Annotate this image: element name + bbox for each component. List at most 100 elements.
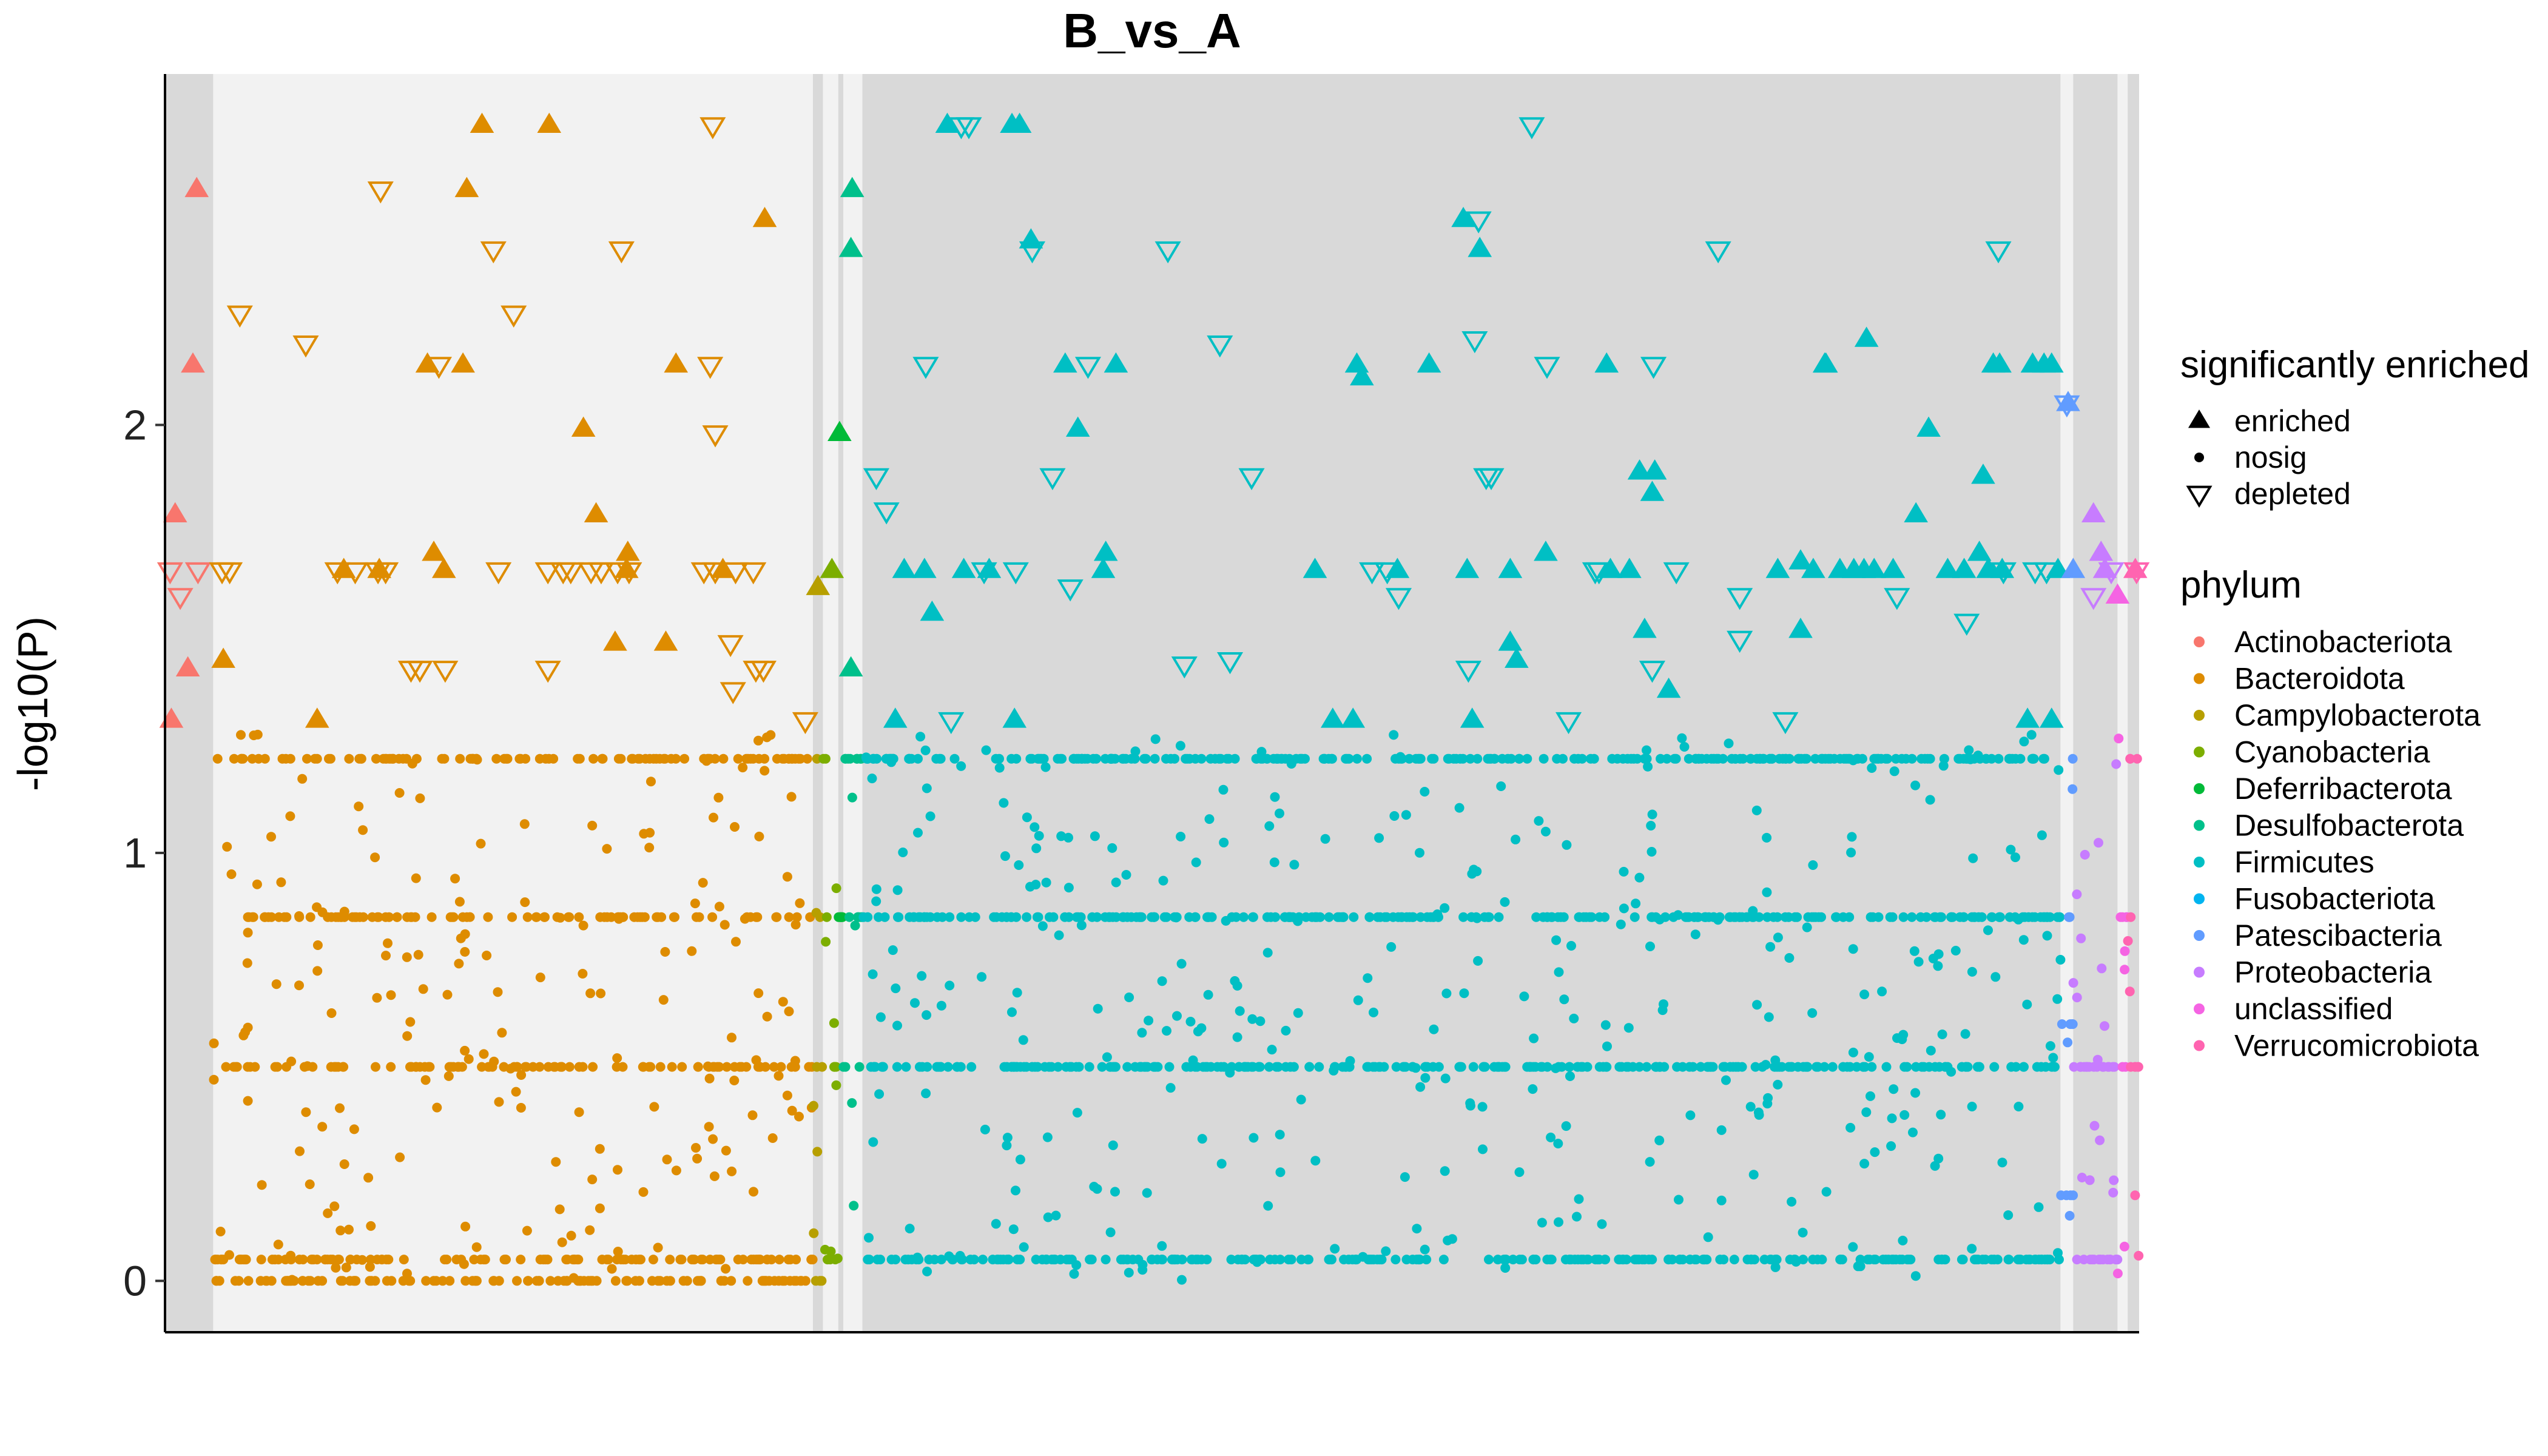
nosig-point: [1911, 1062, 1921, 1072]
nosig-point: [610, 1276, 621, 1286]
nosig-point: [297, 1276, 308, 1286]
nosig-point: [922, 783, 932, 794]
nosig-point: [2080, 849, 2090, 860]
nosig-point: [989, 912, 999, 922]
nosig-point: [1552, 753, 1562, 764]
nosig-point: [1752, 753, 1762, 764]
nosig-point: [646, 777, 656, 787]
nosig-point: [901, 1062, 911, 1072]
nosig-point: [2007, 753, 2017, 764]
nosig-point: [493, 987, 503, 997]
nosig-point: [1674, 1195, 1684, 1205]
nosig-point: [1122, 1062, 1133, 1072]
nosig-point: [1370, 1062, 1380, 1072]
nosig-point: [1802, 922, 1812, 932]
nosig-point: [1434, 1062, 1444, 1072]
nosig-point: [1773, 1079, 1783, 1090]
nosig-point: [644, 843, 655, 853]
nosig-point: [1401, 810, 1411, 820]
nosig-point: [479, 1255, 489, 1265]
nosig-point: [831, 883, 841, 894]
nosig-point: [1039, 753, 1049, 764]
nosig-point: [1859, 989, 1870, 1000]
nosig-point: [444, 1062, 454, 1072]
nosig-point: [1983, 925, 1993, 935]
nosig-point: [1774, 1062, 1785, 1072]
nosig-point: [1913, 957, 1924, 967]
nosig-point: [1898, 1235, 1908, 1245]
nosig-point: [250, 1062, 260, 1072]
depleted-point: [717, 635, 744, 658]
nosig-point: [2111, 759, 2122, 769]
nosig-point: [1961, 1062, 1971, 1072]
depleted-point: [184, 562, 211, 585]
nosig-point: [1064, 1255, 1074, 1265]
nosig-point: [509, 1062, 519, 1072]
depleted-point: [1534, 357, 1560, 379]
enriched-point: [1904, 502, 1928, 523]
nosig-point: [709, 1062, 720, 1072]
nosig-point: [405, 1276, 416, 1286]
nosig-point: [892, 1020, 902, 1031]
nosig-point: [1716, 1195, 1727, 1205]
enriched-point: [2039, 352, 2064, 373]
nosig-point: [358, 825, 368, 835]
nosig-point: [1656, 753, 1666, 764]
nosig-point: [563, 912, 573, 922]
depleted-point: [971, 562, 997, 585]
nosig-point: [1420, 787, 1430, 797]
enriched-point: [2039, 707, 2064, 728]
nosig-point: [840, 753, 851, 764]
nosig-point: [1130, 1062, 1140, 1072]
nosig-point: [2109, 1175, 2119, 1185]
nosig-point: [1645, 1157, 1655, 1167]
nosig-point: [295, 1146, 305, 1156]
nosig-point: [501, 1255, 511, 1265]
nosig-point: [994, 753, 1004, 764]
nosig-point: [1157, 1241, 1167, 1251]
nosig-point: [297, 774, 308, 784]
nosig-point: [1158, 875, 1168, 886]
nosig-point: [1494, 912, 1504, 922]
nosig-point: [281, 1062, 292, 1072]
nosig-point: [312, 940, 323, 950]
enriched-point: [470, 112, 494, 133]
nosig-point: [2052, 994, 2063, 1004]
phylum-strip: [862, 74, 2061, 1332]
nosig-point: [1068, 753, 1079, 764]
nosig-point: [1270, 792, 1280, 802]
nosig-point: [2049, 1062, 2060, 1072]
nosig-point: [545, 1276, 556, 1286]
nosig-point: [355, 912, 365, 922]
enriched-point: [1091, 558, 1116, 578]
nosig-point: [1478, 1062, 1489, 1072]
nosig-point: [931, 753, 942, 764]
depleted-point: [1465, 211, 1492, 234]
nosig-point: [470, 1276, 480, 1286]
nosig-point: [878, 1062, 888, 1072]
depleted-point: [2054, 395, 2080, 418]
nosig-point: [1690, 929, 1700, 940]
nosig-point: [289, 1276, 299, 1286]
enriched-point: [664, 352, 689, 373]
phylum-strip: [843, 74, 863, 1332]
nosig-point: [1404, 753, 1414, 764]
enriched-point: [820, 558, 844, 578]
nosig-point: [1540, 826, 1551, 837]
enriched-point: [838, 656, 863, 676]
nosig-point: [1251, 753, 1261, 764]
nosig-point: [1506, 753, 1516, 764]
nosig-point: [557, 1062, 567, 1072]
nosig-point: [270, 1255, 280, 1265]
nosig-point: [1304, 1255, 1313, 1265]
nosig-point: [671, 1165, 681, 1176]
nosig-point: [1440, 903, 1450, 913]
nosig-point: [1031, 880, 1041, 890]
nosig-point: [1933, 961, 1943, 971]
nosig-point: [402, 1031, 413, 1041]
nosig-point: [952, 1062, 962, 1072]
nosig-point: [1197, 1134, 1207, 1144]
nosig-point: [445, 1276, 455, 1286]
nosig-point: [523, 1276, 533, 1286]
nosig-point: [363, 1173, 374, 1183]
